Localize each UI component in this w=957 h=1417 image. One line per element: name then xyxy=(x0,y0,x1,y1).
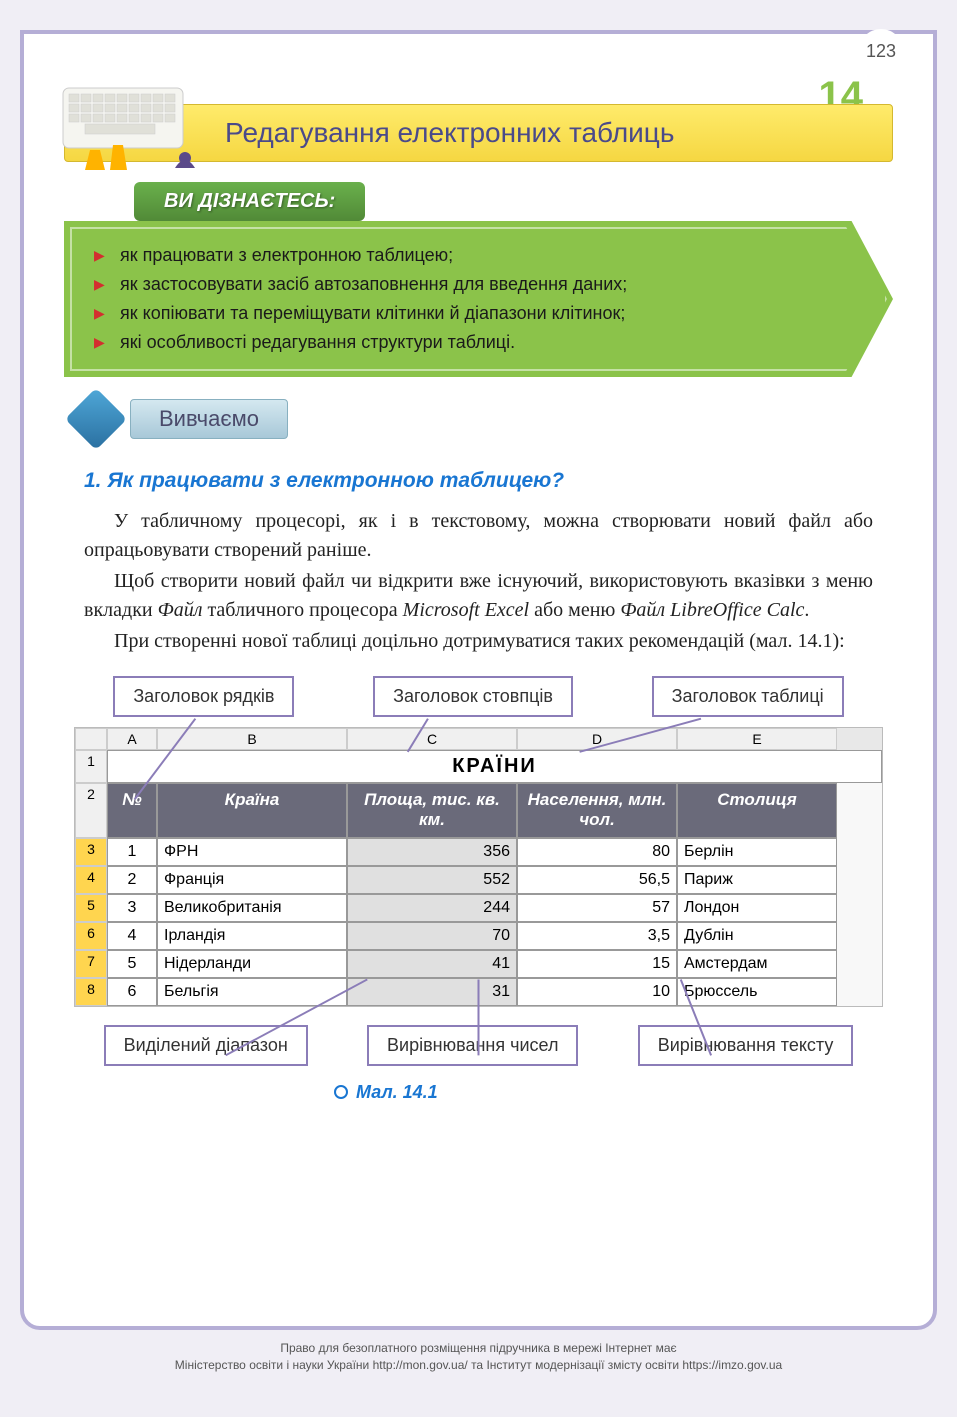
data-cell: 3 xyxy=(107,894,157,922)
col-letter: D xyxy=(517,728,677,750)
data-cell: 356 xyxy=(347,838,517,866)
keyboard-illustration-icon xyxy=(55,80,205,175)
data-cell: 41 xyxy=(347,950,517,978)
data-cell: Великобританія xyxy=(157,894,347,922)
learn-item: які особливості редагування структури та… xyxy=(94,328,833,357)
table-row: 2 № Країна Площа, тис. кв. км. Населення… xyxy=(75,783,882,838)
text-run: . xyxy=(804,599,809,621)
text-run: табличного процесора xyxy=(202,599,402,621)
text-emphasis: Microsoft Excel xyxy=(403,599,529,621)
paragraph: Щоб створити новий файл чи відкрити вже … xyxy=(84,567,873,625)
header-cell: Площа, тис. кв. км. xyxy=(347,783,517,838)
header-cell: Населення, млн. чол. xyxy=(517,783,677,838)
learn-item: як копіювати та переміщувати клітинки й … xyxy=(94,299,833,328)
callout-number-align: Вирівнювання чисел xyxy=(367,1025,578,1066)
chapter-title-banner: Редагування електронних таблиць xyxy=(64,104,893,162)
row-number: 5 xyxy=(75,894,107,922)
table-row: 4 2 Франція 552 56,5 Париж xyxy=(75,866,882,894)
diamond-icon xyxy=(65,388,127,450)
spreadsheet-screenshot: A B C D E 1 КРАЇНИ 2 № Країна Площа, тис… xyxy=(74,727,883,1007)
data-cell: 2 xyxy=(107,866,157,894)
learn-item: як працювати з електронною таблицею; xyxy=(94,241,833,270)
callout-table-title: Заголовок таблиці xyxy=(652,676,844,717)
data-cell: 552 xyxy=(347,866,517,894)
table-row: 1 КРАЇНИ xyxy=(75,750,882,783)
callout-row-header: Заголовок рядків xyxy=(113,676,294,717)
col-letter: C xyxy=(347,728,517,750)
row-number: 3 xyxy=(75,838,107,866)
data-cell: Амстердам xyxy=(677,950,837,978)
learn-item: як застосовувати засіб автозаповнення дл… xyxy=(94,270,833,299)
data-cell: ФРН xyxy=(157,838,347,866)
you-will-learn-header: ВИ ДІЗНАЄТЕСЬ: xyxy=(134,182,365,221)
row-number: 6 xyxy=(75,922,107,950)
data-cell: 31 xyxy=(347,978,517,1006)
table-row: 7 5 Нідерланди 41 15 Амстердам xyxy=(75,950,882,978)
data-cell: 5 xyxy=(107,950,157,978)
figure-14-1: Заголовок рядків Заголовок стовпців Заго… xyxy=(74,676,883,1103)
data-cell: Брюссель xyxy=(677,978,837,1006)
text-run: або меню xyxy=(529,599,620,621)
figure-caption: Мал. 14.1 xyxy=(334,1082,883,1103)
header-cell: Країна xyxy=(157,783,347,838)
header-cell: № xyxy=(107,783,157,838)
data-cell: Дублін xyxy=(677,922,837,950)
data-cell: 80 xyxy=(517,838,677,866)
data-cell: 244 xyxy=(347,894,517,922)
corner-cell xyxy=(75,728,107,750)
col-letter: B xyxy=(157,728,347,750)
header-cell: Столиця xyxy=(677,783,837,838)
footer-line: Право для безоплатного розміщення підруч… xyxy=(40,1340,917,1357)
data-cell: Ірландія xyxy=(157,922,347,950)
table-row: 3 1 ФРН 356 80 Берлін xyxy=(75,838,882,866)
table-row: 8 6 Бельгія 31 10 Брюссель xyxy=(75,978,882,1006)
callout-col-header: Заголовок стовпців xyxy=(373,676,573,717)
table-row: 5 3 Великобританія 244 57 Лондон xyxy=(75,894,882,922)
row-number: 7 xyxy=(75,950,107,978)
row-number: 8 xyxy=(75,978,107,1006)
row-number: 1 xyxy=(75,750,107,783)
study-section-label: Вивчаємо xyxy=(74,397,933,441)
chapter-title-text: Редагування електронних таблиць xyxy=(225,117,674,148)
question-heading-1: 1. Як працювати з електронною таблицею? xyxy=(84,469,873,493)
page-footer: Право для безоплатного розміщення підруч… xyxy=(40,1340,917,1374)
data-cell: 10 xyxy=(517,978,677,1006)
data-cell: Франція xyxy=(157,866,347,894)
row-number: 4 xyxy=(75,866,107,894)
data-cell: Бельгія xyxy=(157,978,347,1006)
table-title-cell: КРАЇНИ xyxy=(107,750,882,783)
callout-row-bottom: Виділений діапазон Вирівнювання чисел Ви… xyxy=(74,1025,883,1066)
study-label-text: Вивчаємо xyxy=(130,399,288,439)
callout-text-align: Вирівнювання тексту xyxy=(638,1025,854,1066)
body-text: У табличному процесорі, як і в текстовом… xyxy=(84,507,873,656)
row-number: 2 xyxy=(75,783,107,838)
table-row: 6 4 Ірландія 70 3,5 Дублін xyxy=(75,922,882,950)
data-cell: 3,5 xyxy=(517,922,677,950)
text-emphasis: Файл LibreOffice Calc xyxy=(620,599,804,621)
data-cell: Нідерланди xyxy=(157,950,347,978)
column-letters-row: A B C D E xyxy=(75,728,882,750)
callout-selected-range: Виділений діапазон xyxy=(104,1025,308,1066)
data-cell: 56,5 xyxy=(517,866,677,894)
data-cell: 4 xyxy=(107,922,157,950)
callout-row-top: Заголовок рядків Заголовок стовпців Заго… xyxy=(74,676,883,717)
paragraph: У табличному процесорі, як і в текстовом… xyxy=(84,507,873,565)
data-cell: 70 xyxy=(347,922,517,950)
col-letter: E xyxy=(677,728,837,750)
data-cell: 15 xyxy=(517,950,677,978)
paragraph: При створенні нової таблиці доцільно дот… xyxy=(84,627,873,656)
data-cell: Париж xyxy=(677,866,837,894)
data-cell: Лондон xyxy=(677,894,837,922)
page-number: 123 xyxy=(859,29,903,73)
you-will-learn-box: як працювати з електронною таблицею; як … xyxy=(64,221,893,377)
col-letter: A xyxy=(107,728,157,750)
text-emphasis: Файл xyxy=(158,599,203,621)
footer-line: Міністерство освіти і науки України http… xyxy=(40,1357,917,1374)
data-cell: 1 xyxy=(107,838,157,866)
textbook-page: 123 14 Редагування електронних таблиць В… xyxy=(20,30,937,1330)
data-cell: 6 xyxy=(107,978,157,1006)
data-cell: 57 xyxy=(517,894,677,922)
data-cell: Берлін xyxy=(677,838,837,866)
